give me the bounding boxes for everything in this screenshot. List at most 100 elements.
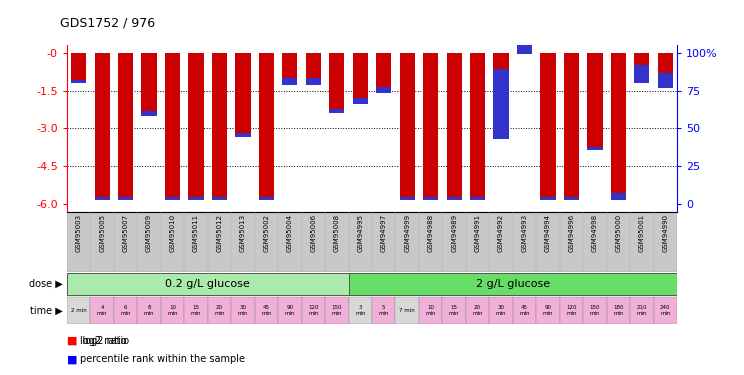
Bar	[118, 198, 133, 201]
Text: GSM94998: GSM94998	[592, 214, 598, 252]
Bar	[446, 53, 462, 201]
Bar	[71, 53, 86, 83]
Bar	[91, 297, 114, 324]
Text: GSM95008: GSM95008	[334, 214, 340, 252]
Bar	[564, 53, 579, 201]
Bar	[185, 297, 208, 324]
Bar	[282, 78, 298, 86]
Bar	[94, 198, 110, 201]
Bar	[611, 53, 626, 201]
Bar	[329, 53, 344, 113]
Bar	[212, 53, 227, 201]
Bar	[254, 297, 278, 324]
Bar	[138, 297, 161, 324]
Text: 3
min: 3 min	[355, 305, 365, 315]
Text: 45
min: 45 min	[519, 305, 530, 315]
Bar	[278, 297, 301, 324]
Text: GSM95002: GSM95002	[263, 214, 269, 252]
Bar	[188, 198, 204, 201]
Bar	[372, 297, 396, 324]
Text: 150
min: 150 min	[590, 305, 600, 315]
Text: 10
min: 10 min	[426, 305, 436, 315]
Text: GSM95006: GSM95006	[310, 214, 316, 252]
Text: GSM95013: GSM95013	[240, 214, 246, 252]
Bar	[71, 80, 86, 83]
Bar	[67, 297, 91, 324]
Text: GSM95012: GSM95012	[217, 214, 222, 252]
Bar	[583, 297, 606, 324]
Text: ■: ■	[67, 336, 77, 346]
Bar	[540, 198, 556, 201]
Text: 8
min: 8 min	[144, 305, 154, 315]
Text: time ▶: time ▶	[31, 305, 63, 315]
Bar	[653, 297, 677, 324]
Bar	[559, 297, 583, 324]
Bar	[419, 297, 443, 324]
Text: GSM95004: GSM95004	[287, 214, 293, 252]
Bar	[634, 53, 650, 83]
Bar	[259, 198, 274, 201]
Text: 150
min: 150 min	[332, 305, 342, 315]
Bar	[325, 297, 348, 324]
Bar	[517, 53, 532, 54]
Text: 90
min: 90 min	[285, 305, 295, 315]
Bar	[67, 273, 348, 295]
Text: GSM94989: GSM94989	[451, 214, 457, 252]
Text: 180
min: 180 min	[613, 305, 623, 315]
Text: 15
min: 15 min	[190, 305, 202, 315]
Bar	[235, 133, 251, 137]
Text: ■  log2 ratio: ■ log2 ratio	[67, 336, 129, 346]
Text: GSM94991: GSM94991	[475, 214, 481, 252]
Bar	[348, 297, 372, 324]
Bar	[400, 53, 415, 201]
Text: 2 min: 2 min	[71, 308, 86, 313]
Text: GSM95005: GSM95005	[99, 214, 105, 252]
Bar	[564, 198, 579, 201]
Bar	[348, 273, 677, 295]
Bar	[490, 297, 513, 324]
Bar	[587, 147, 603, 150]
Bar	[141, 53, 157, 116]
Bar	[376, 87, 391, 93]
Bar	[376, 53, 391, 93]
Text: 30
min: 30 min	[496, 305, 507, 315]
Bar	[658, 73, 673, 88]
Bar	[536, 297, 559, 324]
Text: GSM95010: GSM95010	[170, 214, 176, 252]
Text: GSM94992: GSM94992	[498, 214, 504, 252]
Bar	[470, 198, 485, 201]
Bar	[423, 53, 438, 201]
Text: GSM94997: GSM94997	[381, 214, 387, 252]
Text: 5
min: 5 min	[379, 305, 389, 315]
Bar	[306, 78, 321, 86]
Text: 120
min: 120 min	[566, 305, 577, 315]
Bar	[470, 53, 485, 201]
Bar	[611, 193, 626, 201]
Text: ■: ■	[67, 354, 77, 364]
Bar	[114, 297, 138, 324]
Text: GSM94990: GSM94990	[662, 214, 668, 252]
Text: 240
min: 240 min	[660, 305, 670, 315]
Text: 30
min: 30 min	[237, 305, 248, 315]
Text: GSM95001: GSM95001	[639, 214, 645, 252]
Bar	[118, 53, 133, 201]
Bar	[353, 98, 368, 104]
Bar	[141, 111, 157, 116]
Text: percentile rank within the sample: percentile rank within the sample	[80, 354, 246, 364]
Bar	[513, 297, 536, 324]
Bar	[446, 198, 462, 201]
Bar	[540, 53, 556, 201]
Text: GSM95009: GSM95009	[146, 214, 152, 252]
Text: GSM95011: GSM95011	[193, 214, 199, 252]
Bar	[658, 53, 673, 88]
Bar	[423, 198, 438, 201]
Bar	[188, 53, 204, 201]
Text: 2 g/L glucose: 2 g/L glucose	[475, 279, 550, 289]
Text: 90
min: 90 min	[542, 305, 554, 315]
Bar	[493, 69, 509, 138]
Text: GDS1752 / 976: GDS1752 / 976	[60, 17, 155, 30]
Bar	[329, 109, 344, 113]
Text: GSM94994: GSM94994	[545, 214, 551, 252]
Text: 20
min: 20 min	[472, 305, 483, 315]
Text: GSM94993: GSM94993	[522, 214, 527, 252]
